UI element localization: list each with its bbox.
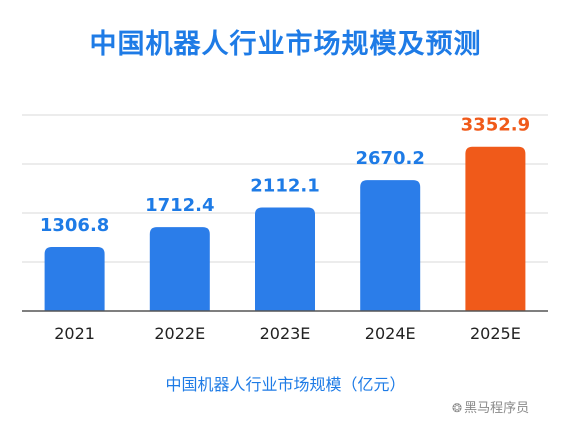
watermark-text: 黑马程序员 bbox=[464, 401, 530, 416]
bar-2024E bbox=[360, 180, 421, 311]
x-axis-label: 中国机器人行业市场规模（亿元） bbox=[165, 375, 406, 394]
bar-2025E bbox=[465, 146, 526, 311]
watermark-logo-icon: ❂ bbox=[452, 401, 463, 415]
bars bbox=[44, 146, 526, 311]
value-label-2024E: 2670.2 bbox=[355, 148, 424, 169]
x-tick-label-2024E: 2024E bbox=[365, 324, 416, 343]
bar-2023E bbox=[255, 207, 315, 311]
chart-title: 中国机器人行业市场规模及预测 bbox=[89, 29, 482, 60]
x-tick-label-2023E: 2023E bbox=[260, 324, 311, 343]
bar-2021 bbox=[44, 246, 105, 311]
bar-2022E bbox=[149, 227, 210, 311]
x-tick-label-2022E: 2022E bbox=[154, 324, 205, 343]
x-tick-label-2025E: 2025E bbox=[470, 324, 521, 343]
value-label-2022E: 1712.4 bbox=[145, 195, 214, 216]
value-labels: 1306.8 1712.4 2112.1 2670.2 3352.9 bbox=[40, 115, 530, 236]
x-tick-label-2021: 2021 bbox=[54, 324, 95, 343]
value-label-2023E: 2112.1 bbox=[250, 176, 319, 197]
value-label-2021: 1306.8 bbox=[40, 215, 109, 236]
value-label-2025E: 3352.9 bbox=[461, 115, 530, 136]
x-tick-labels: 2021 2022E 2023E 2024E 2025E bbox=[54, 324, 521, 343]
watermark: ❂ 黑马程序员 bbox=[452, 397, 529, 416]
